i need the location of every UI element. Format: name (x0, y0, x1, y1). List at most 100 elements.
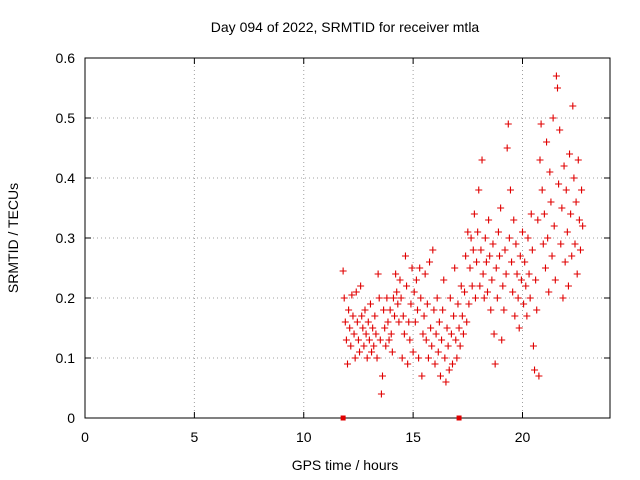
data-point (340, 294, 348, 302)
data-point (438, 336, 446, 344)
data-point (387, 330, 395, 338)
grid (85, 58, 610, 418)
data-point (446, 294, 454, 302)
data-point (467, 234, 475, 242)
data-point (403, 282, 411, 290)
data-point (576, 246, 584, 254)
data-point (366, 300, 374, 308)
data-point (414, 306, 421, 314)
data-point (442, 378, 450, 386)
data-point (431, 360, 439, 368)
data-point (407, 300, 415, 308)
data-point (517, 276, 525, 284)
data-point (562, 186, 570, 194)
data-point (494, 228, 502, 236)
data-point (395, 318, 403, 326)
y-tick-label: 0.3 (56, 230, 76, 246)
data-point (536, 156, 544, 164)
data-point (485, 216, 493, 224)
data-point (563, 228, 571, 236)
data-point (487, 306, 495, 314)
data-point (418, 372, 426, 380)
data-point (567, 210, 575, 218)
data-point (516, 252, 524, 260)
data-point (440, 276, 448, 284)
data-point (500, 306, 508, 314)
data-point (572, 198, 580, 206)
data-point (508, 258, 516, 266)
data-point (372, 330, 380, 338)
data-point (391, 312, 399, 320)
data-point (362, 330, 370, 338)
data-point (489, 240, 497, 248)
data-point (353, 318, 361, 326)
x-axis-label: GPS time / hours (292, 457, 399, 473)
data-point (359, 324, 367, 332)
data-point (375, 294, 383, 302)
data-point (435, 318, 443, 326)
data-point (529, 342, 537, 350)
data-point (406, 336, 414, 344)
data-point (554, 84, 561, 92)
data-point (558, 204, 566, 212)
data-point (506, 186, 514, 194)
data-point (526, 294, 534, 302)
data-point (477, 246, 485, 254)
data-point (389, 294, 397, 302)
data-point (371, 312, 379, 320)
data-point (537, 120, 545, 128)
data-point (396, 276, 404, 284)
data-point (552, 72, 560, 80)
data-point (498, 336, 506, 344)
data-point (368, 348, 376, 356)
data-point (342, 336, 350, 344)
data-point (349, 312, 357, 320)
data-point (363, 354, 371, 362)
data-point (388, 348, 396, 356)
data-point (482, 258, 490, 266)
data-point (358, 312, 366, 320)
data-point (427, 324, 435, 332)
data-point (541, 264, 549, 272)
data-point (450, 312, 458, 320)
data-point (496, 252, 504, 260)
data-point (381, 324, 389, 332)
data-point (374, 270, 382, 278)
data-point (465, 300, 473, 308)
data-point (422, 336, 430, 344)
data-point (550, 222, 558, 230)
data-point (527, 210, 535, 218)
chart-title: Day 094 of 2022, SRMTID for receiver mtl… (211, 19, 480, 35)
data-point (400, 330, 408, 338)
data-point (380, 306, 388, 314)
data-point (468, 282, 476, 290)
x-tick-label: 5 (190, 429, 198, 445)
data-point (543, 138, 551, 146)
data-point (410, 288, 418, 296)
data-point (351, 354, 359, 362)
data-point (376, 336, 384, 344)
data-point (578, 186, 586, 194)
data-point (345, 306, 353, 314)
data-point (364, 318, 372, 326)
data-point (574, 156, 582, 164)
data-point (499, 282, 507, 290)
data-point (346, 324, 354, 332)
data-point (466, 264, 474, 272)
data-point (515, 324, 523, 332)
data-point (579, 222, 587, 230)
data-point (458, 312, 466, 320)
data-point (551, 276, 559, 284)
data-point (441, 354, 449, 362)
data-point (416, 264, 424, 272)
data-point (544, 234, 552, 242)
data-points (339, 72, 587, 421)
data-point (522, 282, 530, 290)
data-point (421, 270, 429, 278)
data-point (546, 168, 554, 176)
data-point (501, 246, 509, 254)
x-tick-label: 15 (405, 429, 421, 445)
data-point (386, 306, 394, 314)
data-point (451, 264, 459, 272)
data-point (538, 186, 546, 194)
